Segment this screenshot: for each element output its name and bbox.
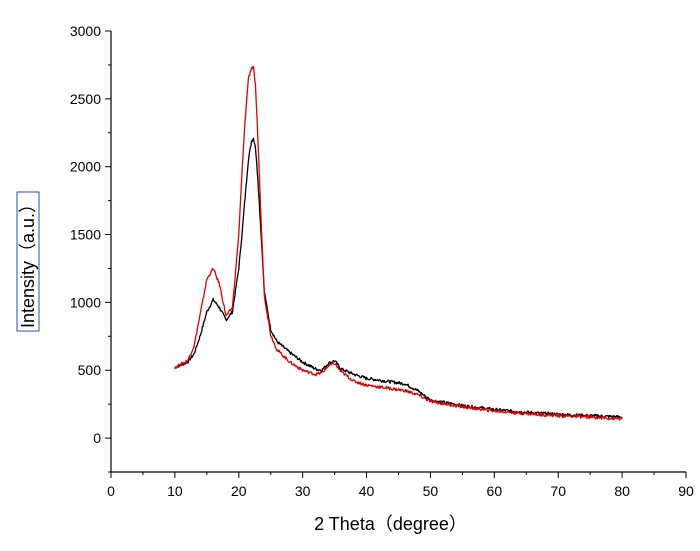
y-tick-label: 2000: [70, 159, 101, 175]
x-tick-label: 10: [167, 483, 183, 499]
x-tick-label: 80: [614, 483, 630, 499]
y-tick-label: 2500: [70, 91, 101, 107]
y-axis-title: Intensity（a.u.）: [18, 195, 38, 328]
x-tick-label: 40: [359, 483, 375, 499]
series-line-black: [174, 137, 623, 419]
x-tick-label: 30: [295, 483, 311, 499]
y-tick-label: 3000: [70, 23, 101, 39]
x-tick-label: 90: [678, 483, 694, 499]
y-tick-label: 0: [93, 430, 101, 446]
x-tick-label: 70: [550, 483, 566, 499]
x-tick-label: 60: [487, 483, 503, 499]
y-tick-label: 500: [78, 362, 102, 378]
x-axis-title: 2 Theta（degree）: [314, 514, 467, 534]
axis-labels: 0 10 20 30 40 50 60 70 80 90 0 500 1000 1500 2000 2500 3…: [16, 23, 694, 534]
x-tick-label: 20: [231, 483, 247, 499]
series-line-red: [174, 65, 623, 421]
series-lines: [174, 65, 623, 421]
x-tick-label: 0: [107, 483, 115, 499]
axes: [105, 30, 687, 478]
y-tick-label: 1500: [70, 227, 101, 243]
x-tick-label: 50: [423, 483, 439, 499]
y-axis-title-frame: [16, 191, 40, 332]
y-tick-label: 1000: [70, 294, 101, 310]
